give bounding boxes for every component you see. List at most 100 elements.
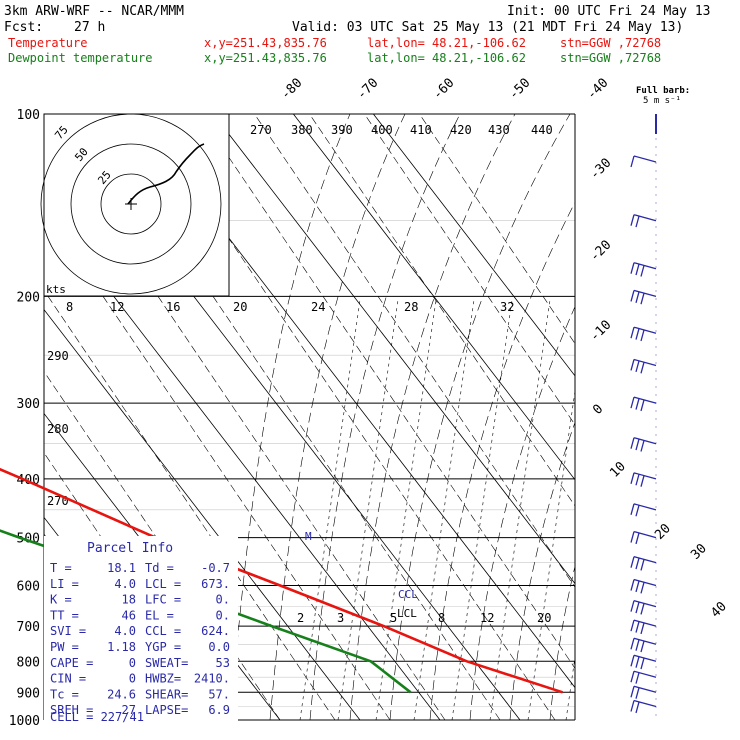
parcel-info-row: CAPE = 0 SWEAT= 53 [50,656,230,670]
parcel-info-value: -0.7 [201,561,230,575]
dewpoint-header-line: Dewpoint temperature x,y=251.43,835.76 l… [8,51,661,65]
wind-barb-flag [630,600,635,612]
wind-barb-flag [640,475,645,487]
hodograph-ring [100,173,162,235]
mixing-ratio-line [375,299,437,720]
wind-barb [630,578,657,594]
wind-barb-staff [633,685,657,693]
parcel-info-key: SREH = [50,703,93,717]
parcel-info-value: 4.0 [114,624,136,638]
temperature-tick-label: -30 [587,156,614,183]
upper-mixing-label: 28 [404,300,418,314]
parcel-info-title: Parcel Info [87,541,173,556]
upper-mixing-label: 8 [66,300,73,314]
parcel-info-key: SWEAT= [145,656,188,670]
theta-label: 380 [291,123,313,137]
pressure-tick-label: 600 [17,580,40,595]
wind-barb-staff [633,289,657,298]
moist-adiabat [429,201,575,720]
wind-barb-flag [630,214,635,226]
temperature-tick-label: -70 [354,76,381,103]
wind-barb-flag [635,291,640,303]
temperature-tick-label: -20 [587,238,614,265]
wind-barb [630,262,657,277]
wind-barb-flag [630,472,635,485]
forecast-hours: 27 h [74,20,105,35]
wind-barb [630,637,657,653]
upper-mixing-label: 32 [500,300,514,314]
temperature-tick-label: 0 [590,402,606,418]
parcel-info-value: 0 [129,672,136,686]
temperature-header-label: Temperature [8,36,87,50]
wind-barb [630,358,657,374]
parcel-info-value: 2410. [194,672,230,686]
dewpoint-header-station: stn=GGW ,72768 [560,51,661,65]
hodograph-trace [127,143,205,205]
parcel-info-value: 0 [129,656,136,670]
parcel-info-key: YGP = [145,640,181,654]
wind-barb-flag [635,438,640,451]
theta-label: 420 [450,123,472,137]
wind-barb-staff [633,578,657,587]
parcel-info-value: 624. [201,624,230,638]
wind-barb [630,599,657,615]
mixing-ratio-line [299,299,361,720]
parcel-info-key: CAPE = [50,656,93,670]
parcel-info-key: T = [50,561,72,575]
parcel-info-row: SREH = 27 LAPSE= 6.9 [50,703,230,717]
wind-barb-staff [633,262,657,270]
parcel-info-key: LFC = [145,593,181,607]
parcel-info-key: CIN = [50,672,86,686]
moist-adiabat [349,114,516,720]
wind-barb-flag [630,359,635,371]
wind-barb-staff [633,619,657,627]
wind-barb-flag [630,290,635,302]
theta-e-label: 270 [47,494,69,508]
wind-barb-staff [633,556,657,564]
wind-barb-staff [633,326,657,334]
full-barb-value: 5 m s⁻¹ [643,96,681,106]
wind-barb-flag [630,531,635,543]
wind-barb-flag [635,328,640,340]
lower-mixing-label: 8 [438,611,445,625]
hodograph-frame [43,113,230,297]
wind-barb-flag [640,362,645,374]
wind-barb-flag [640,399,645,412]
wind-barb-flag [630,437,635,449]
theta-label: 440 [531,123,553,137]
parcel-info-value: 18.1 [107,561,136,575]
parcel-info-value: 27 [122,703,136,717]
upper-mixing-label: 16 [166,300,180,314]
parcel-info-key: LI = [50,577,79,591]
parcel-info-row: CIN = 0 HWBZ= 2410. [50,672,230,686]
theta-label: 400 [371,123,393,137]
lower-mixing-label: 5 [390,611,397,625]
parcel-info-key: SVI = [50,624,86,638]
wind-barb-flag [640,603,645,615]
wind-barb-flag [630,327,635,339]
wind-barb-flag [635,701,640,714]
wind-barb [630,619,657,635]
ccl-marker: CCL [398,588,418,601]
mixing-ratio-line [451,299,513,720]
wind-barb-flag [635,532,640,545]
wind-barb [630,214,657,228]
theta-e-label: 290 [47,349,69,363]
wind-barb [630,155,657,168]
wind-barb [630,503,657,517]
parcel-info-value: 4.0 [114,577,136,591]
wind-barb-flag [635,505,640,517]
lcl-marker: LCL [397,607,417,620]
wind-barb-flag [630,579,635,591]
wind-barb-flag [630,396,635,409]
dry-adiabat [254,114,575,588]
wind-barb-staff [633,637,657,645]
parcel-info-key: SHEAR= [145,687,188,701]
temperature-header-xy: x,y=251.43,835.76 [204,36,327,50]
wind-barb-staff [633,358,657,367]
pressure-tick-label: 300 [17,397,40,412]
wind-barb [630,670,657,684]
upper-mixing-label: 12 [110,300,124,314]
parcel-info-key: Td = [145,561,174,575]
